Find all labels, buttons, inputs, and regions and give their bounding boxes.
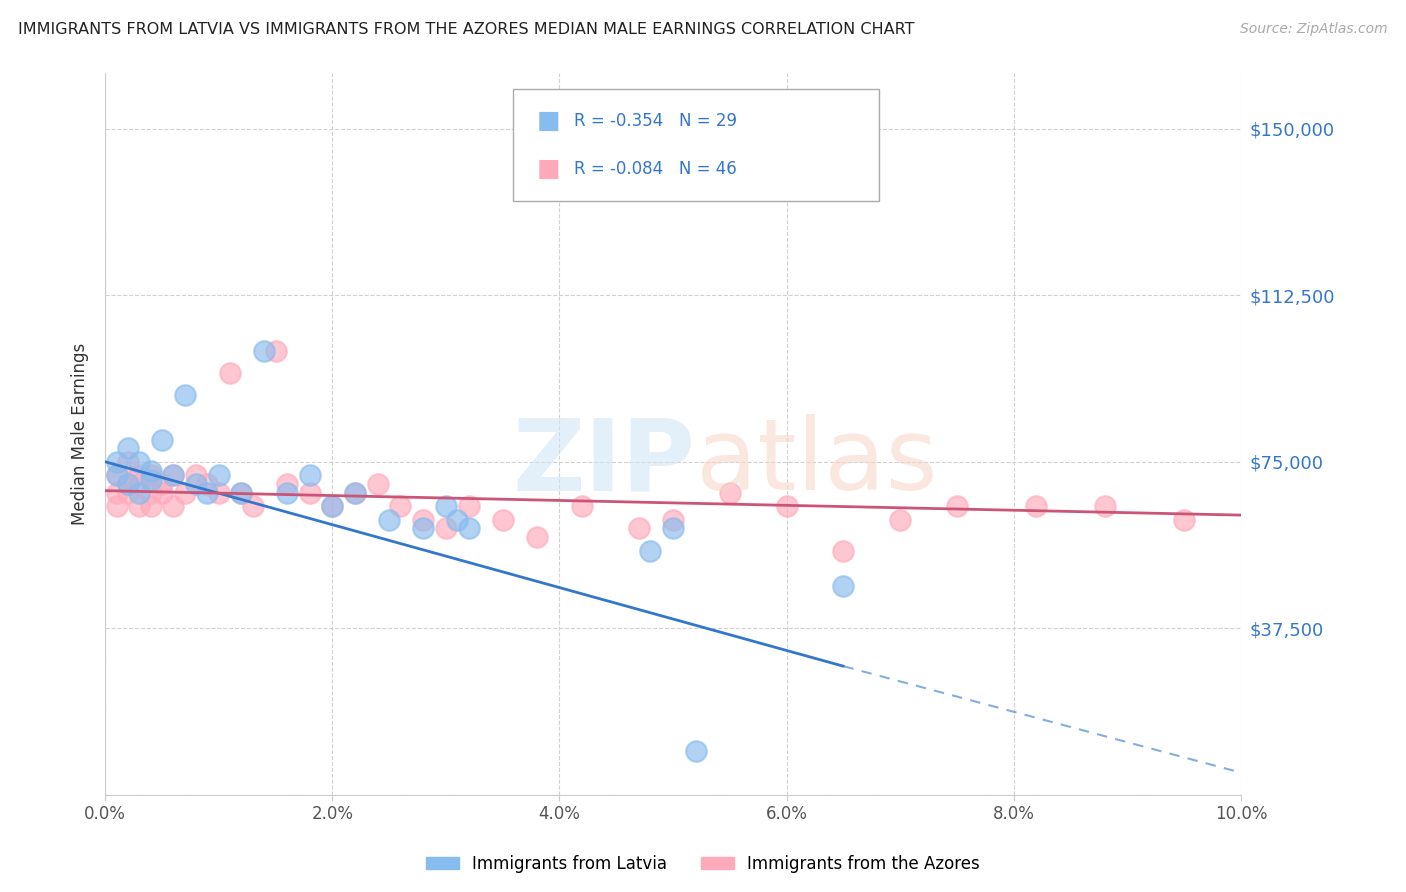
Point [117,477,139,491]
Point [1173,512,1195,526]
Point [662,521,685,535]
Point [457,500,479,514]
Text: atlas: atlas [696,415,938,511]
Point [367,477,389,491]
Point [662,512,685,526]
Point [197,486,219,500]
Point [105,468,128,483]
Point [640,543,662,558]
Point [276,486,298,500]
Point [298,486,321,500]
Point [128,477,150,491]
Point [208,468,231,483]
Point [627,521,650,535]
Point [457,521,479,535]
Point [105,486,128,500]
Point [889,512,911,526]
Point [832,543,855,558]
Point [231,486,253,500]
Point [946,500,969,514]
Point [412,521,434,535]
Point [389,500,412,514]
Point [264,343,287,358]
Point [197,477,219,491]
Point [139,473,162,487]
Text: IMMIGRANTS FROM LATVIA VS IMMIGRANTS FROM THE AZORES MEDIAN MALE EARNINGS CORREL: IMMIGRANTS FROM LATVIA VS IMMIGRANTS FRO… [18,22,915,37]
Text: R = -0.084   N = 46: R = -0.084 N = 46 [574,160,737,178]
Point [253,343,276,358]
Text: ZIP: ZIP [513,415,696,511]
Point [242,500,264,514]
Point [378,512,401,526]
Point [321,500,343,514]
Point [412,512,434,526]
Point [128,486,150,500]
Point [321,500,343,514]
Point [231,486,253,500]
Point [117,442,139,456]
Point [298,468,321,483]
Point [685,744,707,758]
Point [139,500,162,514]
Point [208,486,231,500]
Point [434,521,457,535]
Point [105,500,128,514]
Point [434,500,457,514]
Point [219,366,242,380]
Point [492,512,515,526]
Point [162,500,184,514]
Point [128,500,150,514]
Point [105,468,128,483]
Point [173,388,195,402]
Point [832,579,855,593]
Point [139,486,162,500]
Point [139,468,162,483]
Point [139,464,162,478]
Point [184,477,207,491]
Point [173,486,195,500]
Point [128,468,150,483]
Point [571,500,593,514]
Point [1094,500,1116,514]
Point [276,477,298,491]
Text: ■: ■ [537,156,561,180]
Point [775,500,797,514]
Point [344,486,367,500]
Legend: Immigrants from Latvia, Immigrants from the Azores: Immigrants from Latvia, Immigrants from … [419,848,987,880]
Point [1025,500,1047,514]
Point [162,468,184,483]
Point [117,477,139,491]
Point [162,468,184,483]
Point [150,433,173,447]
Text: ■: ■ [537,110,561,134]
Point [526,530,548,544]
Point [718,486,741,500]
Point [128,455,150,469]
Point [117,455,139,469]
Point [446,512,468,526]
Y-axis label: Median Male Earnings: Median Male Earnings [72,343,89,525]
Point [150,486,173,500]
Point [184,468,207,483]
Text: Source: ZipAtlas.com: Source: ZipAtlas.com [1240,22,1388,37]
Point [117,486,139,500]
Point [344,486,367,500]
Text: R = -0.354   N = 29: R = -0.354 N = 29 [574,112,737,130]
Point [150,477,173,491]
Point [105,455,128,469]
